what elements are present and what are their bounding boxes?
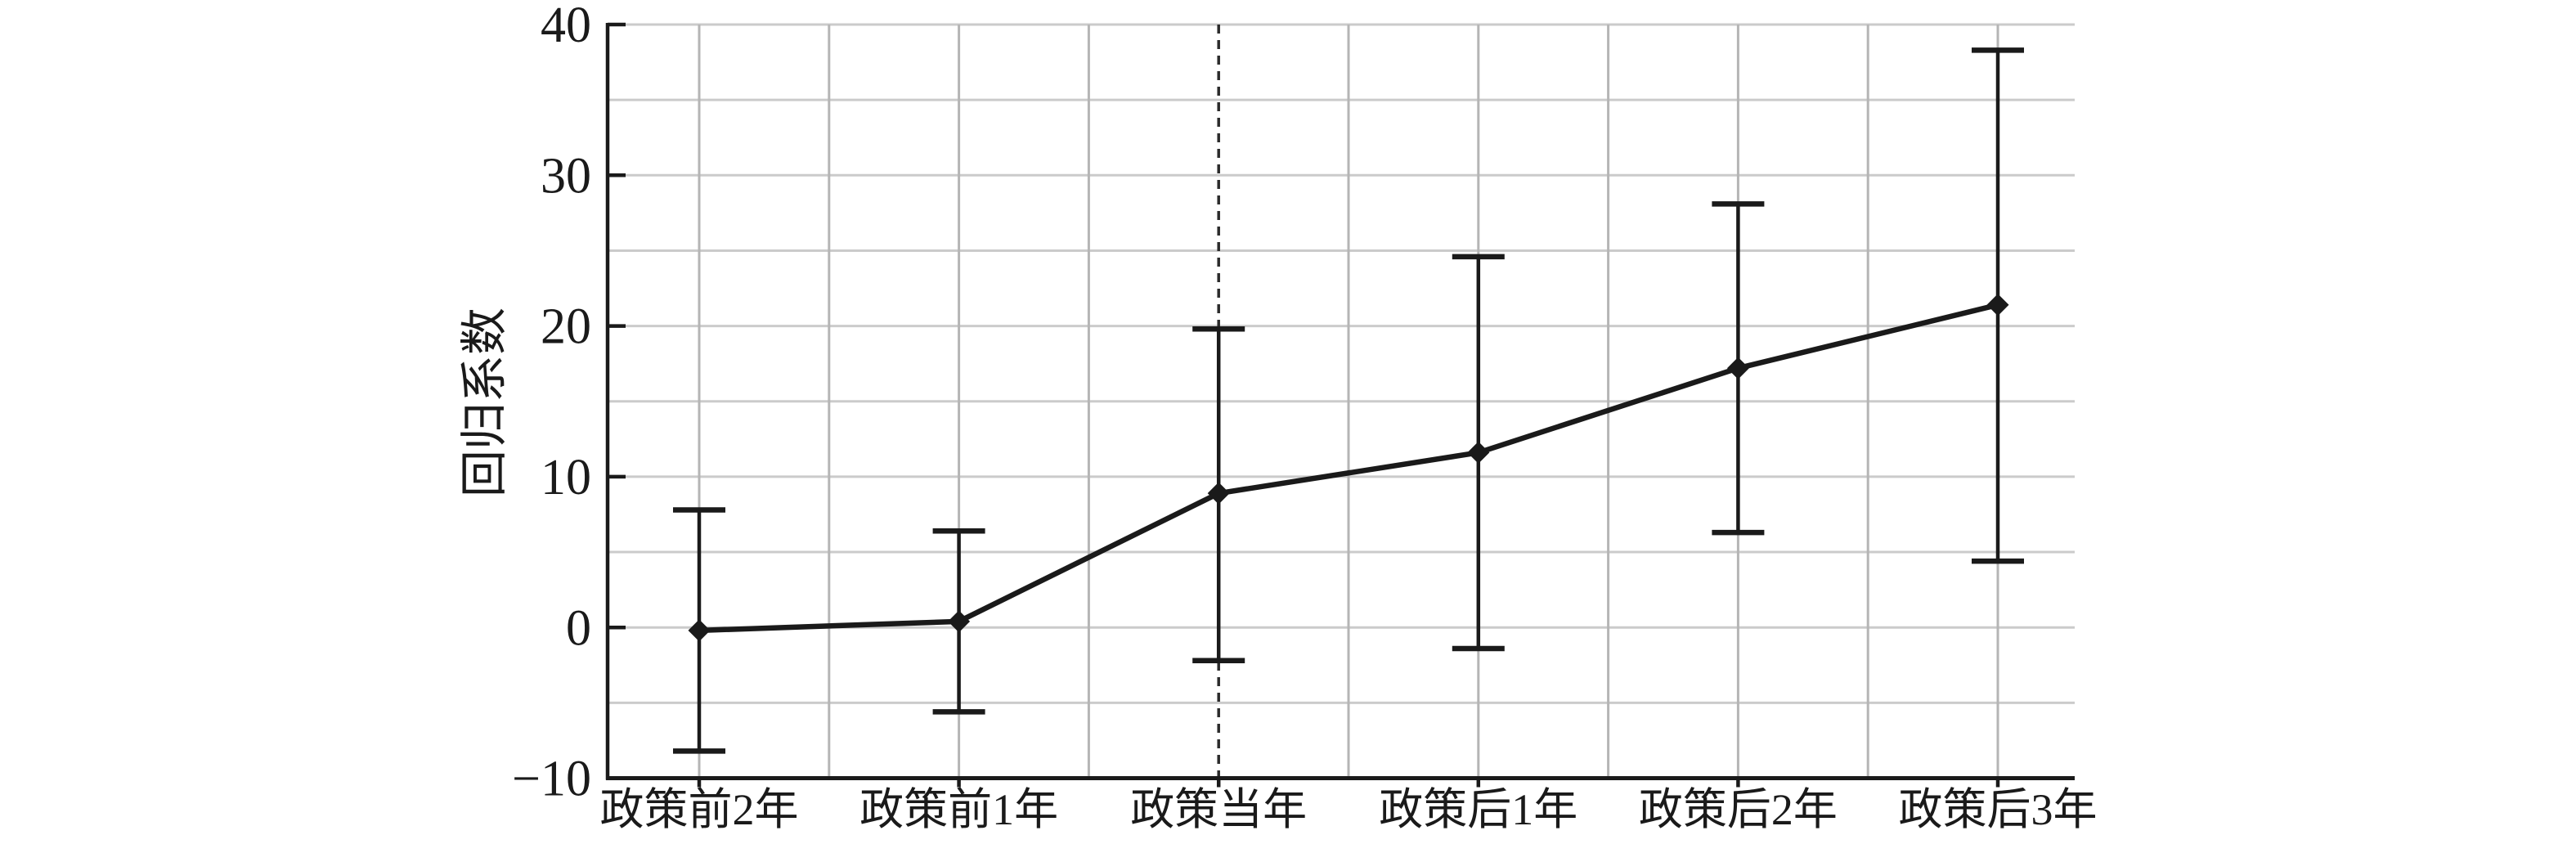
- y-tick-label: 40: [541, 0, 591, 53]
- data-layer: [673, 47, 2024, 754]
- data-point-marker: [1986, 294, 2009, 317]
- x-tick-label: 政策后2年: [1639, 785, 1838, 834]
- y-tick-label: 30: [541, 148, 591, 204]
- data-point-marker: [688, 619, 711, 642]
- axes-layer: [605, 22, 2075, 788]
- y-axis-title: 回归系数: [458, 308, 511, 497]
- x-tick-label: 政策当年: [1130, 785, 1307, 834]
- series-line: [698, 302, 1999, 634]
- gridlines-layer: [608, 23, 2075, 779]
- y-tick-label: 20: [541, 299, 591, 355]
- data-point-marker: [1207, 482, 1230, 505]
- y-tick-label: 10: [541, 450, 591, 505]
- data-point-marker: [1726, 357, 1749, 379]
- data-point-marker: [1467, 441, 1490, 464]
- data-point-marker: [948, 610, 971, 633]
- y-tick-label: 0: [566, 600, 591, 656]
- x-tick-label: 政策前1年: [859, 785, 1058, 834]
- x-tick-label: 政策前2年: [600, 785, 799, 834]
- x-tick-label: 政策后3年: [1899, 785, 2098, 834]
- y-tick-label: −10: [512, 752, 591, 807]
- x-tick-label: 政策后1年: [1379, 785, 1577, 834]
